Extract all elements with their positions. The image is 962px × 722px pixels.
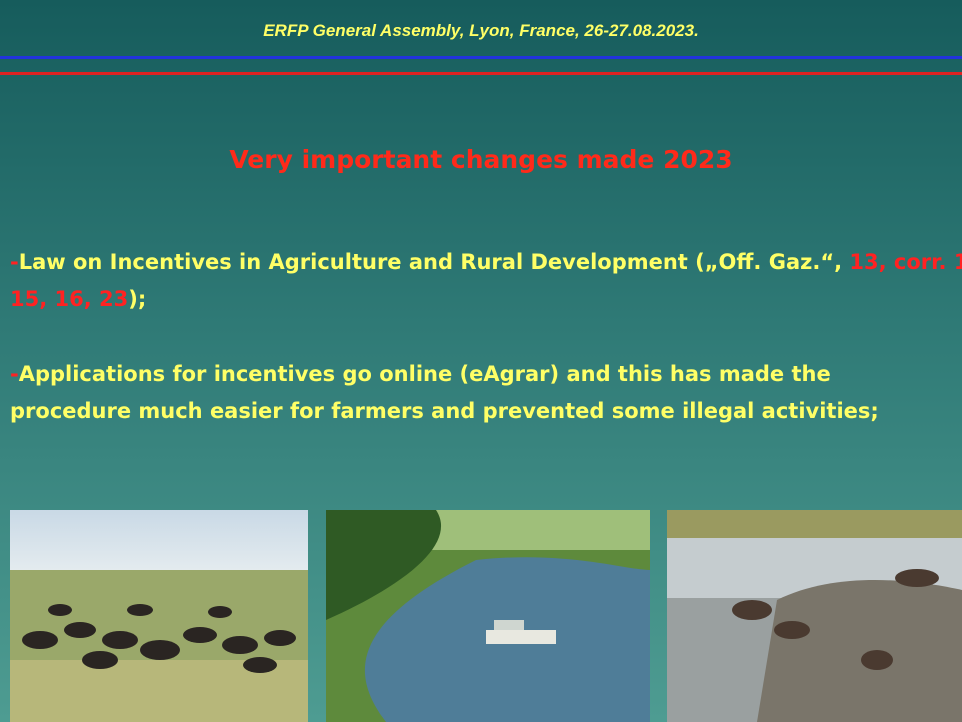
text: Law on Incentives in Agriculture and Rur…: [18, 250, 850, 274]
slide-title: Very important changes made 2023: [229, 145, 733, 174]
header: ERFP General Assembly, Lyon, France, 26-…: [263, 21, 699, 40]
bullet: -Applications for incentives go online (…: [10, 356, 890, 430]
blue-rule: [0, 56, 962, 59]
dash: -: [10, 362, 19, 386]
text: );: [128, 287, 147, 311]
red-rule: [0, 72, 962, 75]
photo-pigs-field: [10, 510, 308, 722]
bullet: -Law on Incentives in Agriculture and Ru…: [10, 244, 962, 318]
text: Applications for incentives go online (e…: [10, 362, 879, 423]
photo-river: [326, 510, 650, 722]
dash: -: [10, 250, 19, 274]
text-red: 13, corr. 14, 15, 16, 23: [10, 250, 962, 311]
photo-pigs-mud: [667, 510, 962, 722]
